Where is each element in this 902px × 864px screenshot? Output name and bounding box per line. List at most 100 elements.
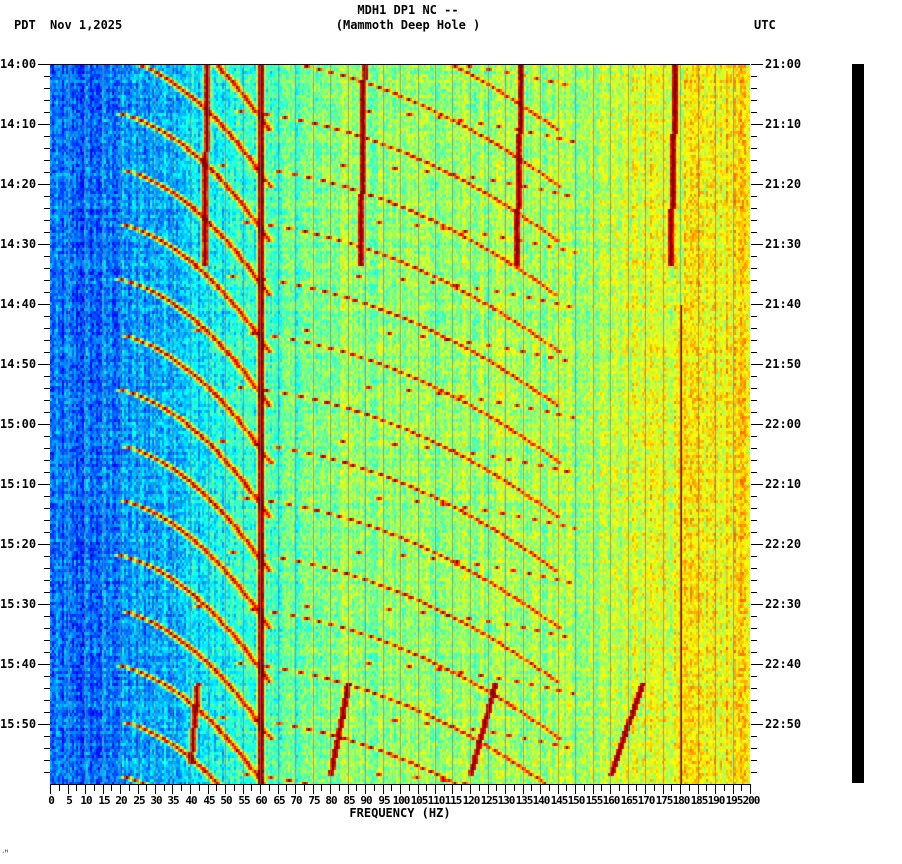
x-axis-title: FREQUENCY (HZ): [349, 806, 451, 820]
x-tick: [435, 785, 436, 794]
x-label: 95: [378, 794, 390, 807]
y-tick-left: [44, 148, 50, 149]
x-tick: [584, 785, 585, 791]
y-tick-right: [751, 496, 757, 497]
y-tick-right: [751, 268, 757, 269]
x-tick: [251, 785, 252, 791]
x-label: 30: [150, 794, 162, 807]
y-tick-left: [44, 76, 50, 77]
y-label-left: 14:00: [0, 57, 37, 71]
x-tick: [94, 785, 95, 791]
y-tick-right: [751, 520, 757, 521]
x-tick: [383, 785, 384, 794]
y-tick-right: [751, 436, 757, 437]
y-tick-right: [751, 664, 763, 665]
x-tick: [269, 785, 270, 791]
x-tick: [321, 785, 322, 791]
x-label: 115: [444, 794, 463, 807]
y-tick-left: [44, 772, 50, 773]
y-tick-right: [751, 64, 763, 65]
x-label: 25: [133, 794, 145, 807]
x-tick: [523, 785, 524, 794]
x-tick: [750, 785, 751, 794]
y-label-right: 21:40: [765, 297, 802, 311]
date-label: Nov 1,2025: [50, 18, 123, 32]
x-tick: [286, 785, 287, 791]
y-tick-right: [751, 460, 757, 461]
x-label: 50: [220, 794, 232, 807]
x-tick: [330, 785, 331, 794]
y-tick-right: [751, 76, 757, 77]
y-tick-right: [751, 508, 757, 509]
y-tick-left: [44, 328, 50, 329]
y-tick-left: [44, 316, 50, 317]
y-tick-left: [38, 184, 50, 185]
y-label-right: 22:50: [765, 717, 802, 731]
y-tick-right: [751, 328, 757, 329]
y-tick-left: [44, 136, 50, 137]
y-tick-right: [751, 136, 757, 137]
x-tick: [295, 785, 296, 794]
left-timezone-label: PDT: [14, 18, 36, 32]
y-tick-left: [44, 736, 50, 737]
x-tick: [680, 785, 681, 794]
y-tick-left: [44, 496, 50, 497]
y-tick-left: [44, 568, 50, 569]
y-tick-left: [44, 388, 50, 389]
x-label: 100: [392, 794, 411, 807]
y-label-right: 21:00: [765, 57, 802, 71]
x-tick: [505, 785, 506, 794]
y-tick-right: [751, 292, 757, 293]
y-tick-left: [44, 160, 50, 161]
y-label-left: 15:10: [0, 477, 37, 491]
y-tick-right: [751, 196, 757, 197]
x-label: 200: [742, 794, 761, 807]
x-tick: [566, 785, 567, 791]
y-tick-right: [751, 340, 757, 341]
y-tick-right: [751, 244, 763, 245]
y-tick-right: [751, 700, 757, 701]
x-tick: [488, 785, 489, 794]
x-tick: [698, 785, 699, 794]
x-label: 140: [532, 794, 551, 807]
y-tick-right: [751, 532, 757, 533]
x-label: 0: [48, 794, 55, 807]
x-tick: [479, 785, 480, 791]
x-label: 70: [290, 794, 302, 807]
x-tick: [164, 785, 165, 791]
y-tick-left: [44, 628, 50, 629]
x-tick: [645, 785, 646, 794]
y-label-right: 21:30: [765, 237, 802, 251]
x-tick: [181, 785, 182, 791]
x-tick: [619, 785, 620, 791]
y-tick-right: [751, 568, 757, 569]
y-label-right: 22:20: [765, 537, 802, 551]
x-tick: [304, 785, 305, 791]
x-tick: [50, 785, 51, 794]
y-label-right: 22:10: [765, 477, 802, 491]
x-label: 75: [308, 794, 320, 807]
y-label-right: 22:30: [765, 597, 802, 611]
y-tick-left: [44, 532, 50, 533]
y-tick-right: [751, 484, 763, 485]
y-tick-left: [44, 700, 50, 701]
location-title: (Mammoth Deep Hole ): [335, 18, 481, 32]
y-tick-right: [751, 712, 757, 713]
y-label-right: 22:00: [765, 417, 802, 431]
y-label-left: 15:20: [0, 537, 37, 551]
y-tick-right: [751, 748, 757, 749]
y-tick-right: [751, 652, 757, 653]
y-label-right: 21:10: [765, 117, 802, 131]
x-tick: [391, 785, 392, 791]
y-tick-left: [38, 304, 50, 305]
x-tick: [426, 785, 427, 791]
amplitude-trace-bar: [852, 64, 864, 783]
y-tick-left: [38, 424, 50, 425]
y-tick-left: [44, 616, 50, 617]
y-label-right: 21:20: [765, 177, 802, 191]
x-tick: [470, 785, 471, 794]
y-tick-right: [751, 256, 757, 257]
x-tick: [59, 785, 60, 791]
y-tick-right: [751, 592, 757, 593]
y-tick-right: [751, 604, 763, 605]
